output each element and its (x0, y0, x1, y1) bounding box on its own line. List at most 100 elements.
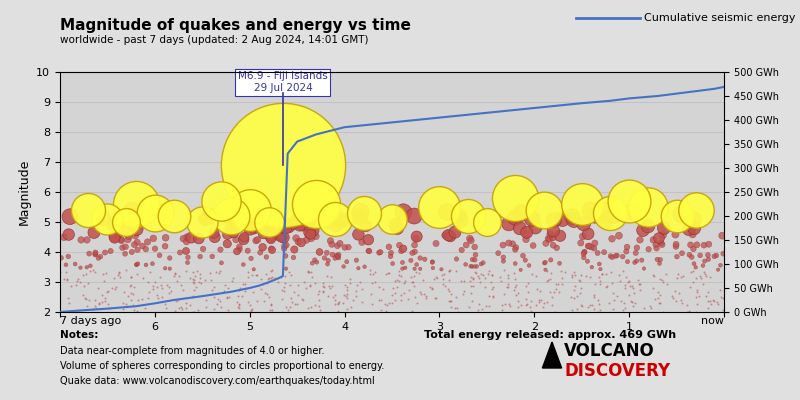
Point (552, 289, 565, 296)
Point (234, 285, 247, 292)
Point (318, 255, 331, 261)
Point (389, 278, 402, 284)
Point (622, 278, 635, 284)
Point (131, 308, 144, 314)
Point (186, 293, 199, 299)
Point (177, 287, 190, 293)
Point (136, 296, 149, 302)
Point (233, 302, 246, 309)
Point (138, 304, 151, 311)
Point (578, 254, 590, 261)
Point (604, 269, 617, 276)
Point (479, 303, 492, 309)
Point (609, 253, 622, 259)
Point (669, 231, 682, 238)
Point (188, 308, 201, 315)
Point (586, 302, 598, 308)
Point (340, 258, 353, 265)
Point (186, 309, 199, 315)
Point (676, 300, 689, 306)
Point (554, 233, 566, 239)
Point (338, 244, 351, 251)
Point (630, 258, 643, 264)
Point (414, 266, 426, 272)
Point (553, 260, 566, 266)
Point (458, 288, 470, 294)
Point (653, 292, 666, 298)
Point (113, 269, 126, 275)
Point (510, 244, 522, 251)
Text: Volume of spheres corresponding to circles proportional to energy.: Volume of spheres corresponding to circl… (60, 361, 384, 371)
Point (159, 304, 172, 311)
Point (126, 290, 139, 297)
Point (130, 262, 143, 268)
Point (601, 283, 614, 289)
Point (322, 293, 334, 300)
Point (265, 301, 278, 307)
Point (443, 268, 456, 274)
Point (587, 292, 600, 298)
Point (303, 229, 316, 236)
Point (180, 300, 193, 306)
Point (459, 261, 472, 268)
Point (391, 284, 404, 290)
Point (395, 273, 408, 279)
Point (232, 293, 245, 299)
Point (582, 243, 595, 249)
Point (233, 300, 246, 307)
Point (687, 246, 700, 252)
Text: VOLCANO: VOLCANO (564, 342, 654, 360)
Point (404, 274, 417, 280)
Point (373, 283, 386, 290)
Point (222, 307, 234, 313)
Point (454, 278, 467, 284)
Point (140, 262, 153, 268)
Point (291, 292, 304, 298)
Point (542, 236, 554, 242)
Point (259, 224, 272, 230)
Point (207, 230, 220, 236)
Point (89, 268, 102, 275)
Point (702, 241, 715, 248)
Point (194, 275, 206, 281)
Point (76, 272, 89, 278)
Point (118, 289, 130, 296)
Point (250, 238, 262, 244)
Point (613, 232, 626, 239)
Point (147, 283, 160, 289)
Point (623, 282, 636, 289)
Point (265, 268, 278, 274)
Point (630, 244, 643, 251)
Point (626, 283, 638, 289)
Point (159, 208, 172, 214)
Point (707, 297, 720, 304)
Point (151, 292, 164, 298)
Point (687, 216, 700, 223)
Point (304, 231, 317, 238)
Point (690, 287, 703, 293)
Point (323, 285, 336, 291)
Point (714, 286, 726, 293)
Point (649, 296, 662, 302)
Point (93, 301, 106, 308)
Point (690, 288, 703, 295)
Point (645, 304, 658, 311)
Point (78, 295, 91, 302)
Point (150, 284, 163, 290)
Point (618, 284, 631, 291)
Point (698, 242, 710, 248)
Point (546, 234, 559, 241)
Point (292, 238, 305, 245)
Point (328, 301, 341, 307)
Point (642, 246, 655, 252)
Point (123, 283, 136, 290)
Point (618, 282, 631, 288)
Point (386, 292, 398, 298)
Point (306, 227, 319, 234)
Point (654, 240, 667, 246)
Point (437, 281, 450, 287)
Point (344, 276, 357, 282)
Point (96, 215, 109, 221)
Point (595, 270, 608, 277)
Point (350, 292, 362, 299)
